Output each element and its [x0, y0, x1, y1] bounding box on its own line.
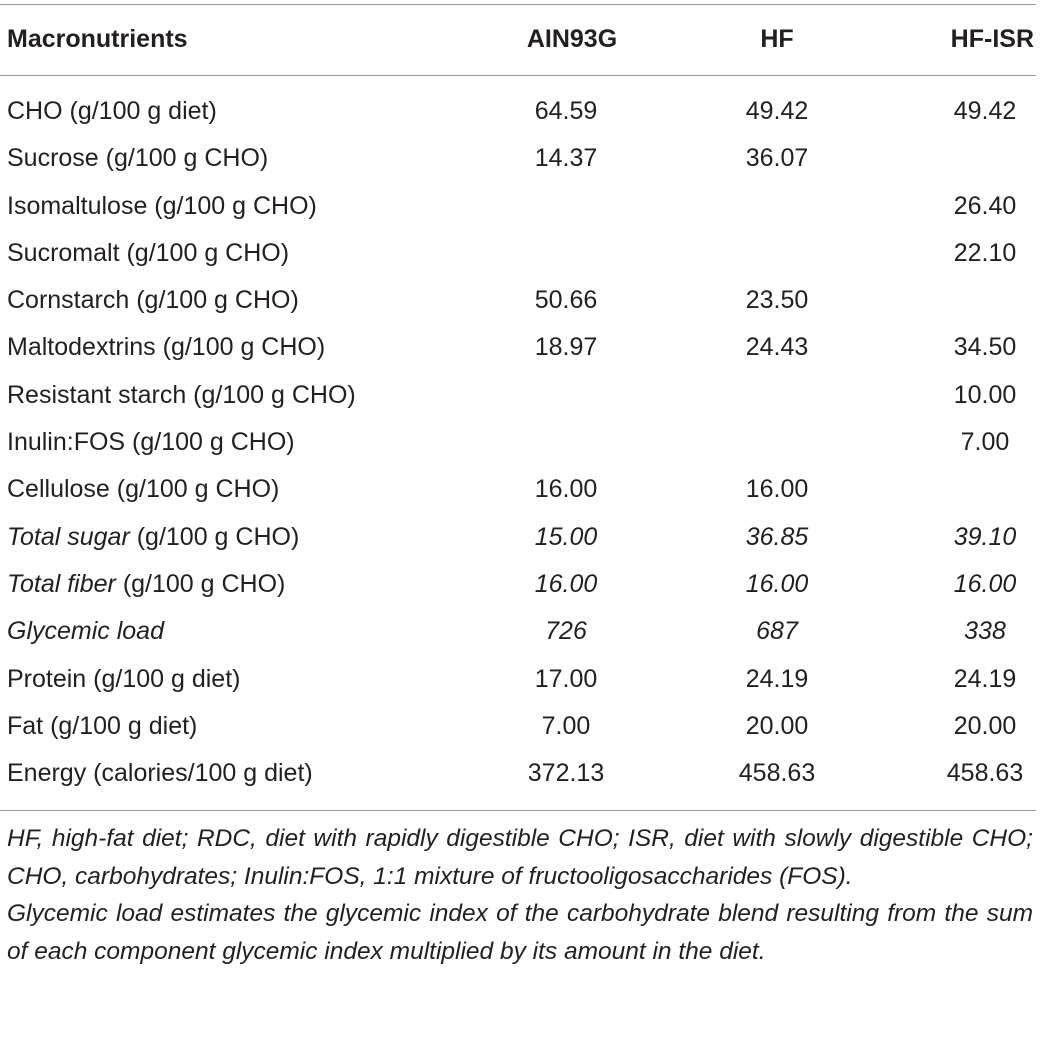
row-value-hf: [697, 183, 857, 230]
row-label: Isomaltulose (g/100 g CHO): [7, 191, 317, 220]
table-row: Sucrose (g/100 g CHO) 14.37 36.07: [0, 135, 1036, 182]
row-value-hf-isr: 26.40: [953, 191, 1017, 220]
row-value-hf-isr: 39.10: [953, 522, 1017, 551]
row-value-ain93g: 14.37: [534, 144, 598, 173]
row-label-italic: Total sugar: [7, 522, 130, 551]
row-value-hf-isr: 20.00: [953, 711, 1017, 740]
row-label: Cornstarch (g/100 g CHO): [7, 286, 299, 315]
header-ain93g: AIN93G: [526, 25, 618, 53]
footnote-glycemic-load: Glycemic load estimates the glycemic ind…: [7, 900, 1033, 965]
row-value-hf: 36.85: [745, 522, 809, 551]
row-label: Glycemic load: [7, 608, 164, 655]
row-value-hf: 24.19: [745, 664, 809, 693]
row-value-hf-isr: [905, 135, 1041, 182]
table-body: CHO (g/100 g diet) 64.59 49.42 49.42 Sucrose…: [0, 88, 1036, 797]
table-row: Maltodextrins (g/100 g CHO) 18.97 24.43 34.…: [0, 324, 1036, 371]
row-value-hf: [697, 372, 857, 419]
table-row: Cellulose (g/100 g CHO) 16.00 16.00: [0, 466, 1036, 513]
row-value-hf-isr: 458.63: [946, 759, 1024, 788]
row-value-ain93g: 64.59: [534, 97, 598, 125]
table-row: Sucromalt (g/100 g CHO) 22.10: [0, 230, 1036, 277]
row-label: Sucrose (g/100 g CHO): [7, 144, 269, 173]
row-value-hf-isr: 7.00: [960, 428, 1010, 457]
row-value-ain93g: 16.00: [534, 569, 598, 598]
row-label: Maltodextrins (g/100 g CHO): [7, 333, 326, 362]
table-row: Total fiber (g/100 g CHO) 16.00 16.00 16.00: [0, 561, 1036, 608]
header-macronutrients: Macronutrients: [7, 25, 188, 53]
table-row: CHO (g/100 g diet) 64.59 49.42 49.42: [0, 88, 1036, 135]
row-label-italic: Total fiber: [7, 569, 116, 598]
row-value-hf: 23.50: [745, 286, 809, 315]
table-footnotes: HF, high-fat diet; RDC, diet with rapidl…: [7, 820, 1033, 970]
row-value-hf: 20.00: [745, 711, 809, 740]
row-value-hf-isr: 24.19: [953, 664, 1017, 693]
footnote-abbreviations: HF, high-fat diet; RDC, diet with rapidl…: [7, 825, 1033, 890]
row-label: Sucromalt (g/100 g CHO): [7, 238, 290, 267]
row-value-hf: 36.07: [745, 144, 809, 173]
row-label: Energy (calories/100 g diet): [7, 759, 313, 788]
table-row: Cornstarch (g/100 g CHO) 50.66 23.50: [0, 277, 1036, 324]
table-row: Inulin:FOS (g/100 g CHO) 7.00: [0, 419, 1036, 466]
row-value-ain93g: 17.00: [534, 664, 598, 693]
header-hf-isr: HF-ISR: [950, 25, 1034, 53]
row-value-hf: 49.42: [745, 97, 809, 125]
table-row: Total sugar (g/100 g CHO) 15.00 36.85 39.10: [0, 514, 1036, 561]
row-value-hf: 687: [756, 617, 798, 646]
row-label: Total sugar (g/100 g CHO): [7, 514, 299, 561]
row-value-hf: 458.63: [738, 759, 816, 788]
row-value-hf-isr: 22.10: [953, 238, 1017, 267]
row-label-unit: (g/100 g CHO): [129, 522, 300, 551]
row-value-hf-isr: [905, 277, 1041, 324]
row-label-italic: Glycemic load: [7, 617, 164, 646]
row-label: Resistant starch (g/100 g CHO): [7, 380, 356, 409]
row-value-hf-isr: 10.00: [953, 380, 1017, 409]
table-row: Fat (g/100 g diet) 7.00 20.00 20.00: [0, 703, 1036, 750]
row-value-hf: [697, 419, 857, 466]
row-value-ain93g: [486, 230, 646, 277]
row-value-ain93g: 18.97: [534, 333, 598, 362]
row-value-hf-isr: 16.00: [953, 569, 1017, 598]
table-row: Protein (g/100 g diet) 17.00 24.19 24.19: [0, 656, 1036, 703]
row-value-ain93g: 15.00: [534, 522, 598, 551]
row-value-hf: [697, 230, 857, 277]
header-hf: HF: [760, 25, 794, 53]
row-label: Protein (g/100 g diet): [7, 664, 241, 693]
row-value-ain93g: 7.00: [541, 711, 591, 740]
row-label: Total fiber (g/100 g CHO): [7, 561, 285, 608]
row-value-ain93g: 16.00: [534, 475, 598, 504]
row-value-ain93g: [486, 372, 646, 419]
table-header-rule: [0, 75, 1036, 76]
row-value-hf-isr: [905, 466, 1041, 513]
table-bottom-rule: [0, 810, 1036, 811]
table-top-rule: [0, 4, 1036, 5]
row-value-hf-isr: 34.50: [953, 333, 1017, 362]
row-label: Cellulose (g/100 g CHO): [7, 475, 280, 504]
row-label-unit: (g/100 g CHO): [115, 569, 286, 598]
table-row: Isomaltulose (g/100 g CHO) 26.40: [0, 183, 1036, 230]
row-value-hf: 16.00: [745, 569, 809, 598]
table-row: Glycemic load 726 687 338: [0, 608, 1036, 655]
row-value-hf-isr: 338: [964, 617, 1006, 646]
table-row: Resistant starch (g/100 g CHO) 10.00: [0, 372, 1036, 419]
row-value-ain93g: 372.13: [527, 759, 605, 788]
table-header-row: Macronutrients AIN93G HF HF-ISR: [0, 4, 1036, 75]
row-label: Fat (g/100 g diet): [7, 711, 198, 740]
row-value-ain93g: [486, 183, 646, 230]
row-value-hf: 24.43: [745, 333, 809, 362]
table-row: Energy (calories/100 g diet) 372.13 458.63…: [0, 750, 1036, 797]
row-label: CHO (g/100 g diet): [7, 97, 217, 125]
row-value-hf: 16.00: [745, 475, 809, 504]
row-value-ain93g: 50.66: [534, 286, 598, 315]
row-value-hf-isr: 49.42: [953, 97, 1017, 125]
row-value-ain93g: [486, 419, 646, 466]
row-value-ain93g: 726: [545, 617, 587, 646]
row-label: Inulin:FOS (g/100 g CHO): [7, 428, 295, 457]
